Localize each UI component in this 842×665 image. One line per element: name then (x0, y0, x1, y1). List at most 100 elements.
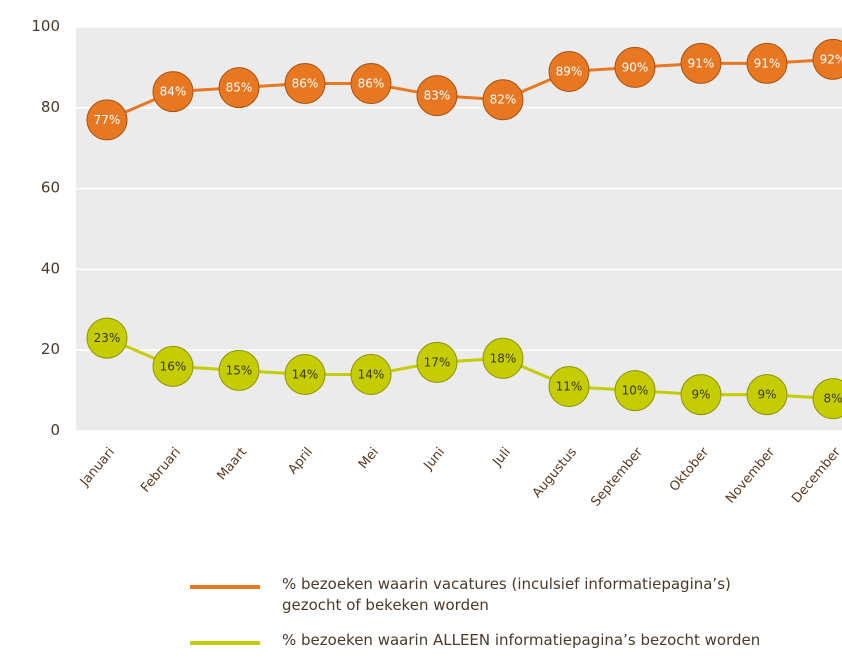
x-tick-label: Februari (138, 445, 184, 496)
y-tick-label: 100 (31, 17, 60, 35)
data-point-marker (416, 75, 458, 117)
data-label: 91% (688, 56, 715, 70)
y-tick-label: 40 (41, 259, 60, 277)
legend-swatch-green (190, 641, 260, 645)
data-point: 86% (284, 63, 326, 105)
legend-label-vacatures-line1: % bezoeken waarin vacatures (inculsief i… (282, 575, 731, 593)
data-point-marker (812, 378, 842, 420)
x-tick-label: Augustus (530, 445, 581, 501)
x-tick-label: Juli (490, 445, 515, 470)
data-point: 15% (218, 349, 260, 391)
data-label: 16% (160, 359, 187, 373)
data-point-marker (416, 341, 458, 383)
data-point: 18% (482, 337, 524, 379)
data-point-marker (152, 345, 194, 387)
data-label: 83% (424, 89, 451, 103)
data-point-marker (548, 366, 590, 408)
data-point: 14% (350, 353, 392, 395)
x-tick-label: November (723, 444, 778, 506)
data-point: 91% (680, 42, 722, 84)
y-tick-label: 80 (41, 98, 60, 116)
data-label: 86% (358, 77, 385, 91)
data-label: 15% (226, 363, 253, 377)
data-label: 14% (292, 367, 319, 381)
data-point-marker (86, 317, 128, 359)
data-point-marker (746, 374, 788, 416)
data-label: 91% (754, 56, 781, 70)
data-label: 8% (823, 392, 842, 406)
data-label: 77% (94, 113, 121, 127)
x-tick-label: April (285, 445, 316, 477)
data-point-marker (350, 353, 392, 395)
data-label: 92% (820, 52, 842, 66)
data-point: 86% (350, 63, 392, 105)
data-point: 16% (152, 345, 194, 387)
data-point: 90% (614, 46, 656, 88)
data-point: 8% (812, 378, 842, 420)
data-label: 9% (691, 388, 710, 402)
legend: % bezoeken waarin vacatures (inculsief i… (190, 574, 842, 665)
data-label: 89% (556, 64, 583, 78)
data-point-marker (482, 79, 524, 121)
data-label: 82% (490, 93, 517, 107)
data-point-marker (548, 50, 590, 92)
legend-item-informatie: % bezoeken waarin ALLEEN informatiepagin… (190, 630, 842, 651)
legend-item-vacatures: % bezoeken waarin vacatures (inculsief i… (190, 574, 842, 616)
data-label: 85% (226, 81, 253, 95)
data-point-marker (482, 337, 524, 379)
data-point: 91% (746, 42, 788, 84)
data-point-marker (680, 42, 722, 84)
data-point: 89% (548, 50, 590, 92)
data-point: 92% (812, 38, 842, 80)
plot-area (76, 27, 842, 431)
data-label: 9% (757, 388, 776, 402)
data-label: 14% (358, 367, 385, 381)
data-label: 86% (292, 77, 319, 91)
data-point: 14% (284, 353, 326, 395)
data-point-marker (680, 374, 722, 416)
x-tick-label: Maart (214, 445, 250, 483)
data-point-marker (218, 349, 260, 391)
data-point-marker (350, 63, 392, 105)
data-point: 85% (218, 67, 260, 109)
data-point-marker (86, 99, 128, 141)
data-point: 82% (482, 79, 524, 121)
data-point: 17% (416, 341, 458, 383)
data-point: 84% (152, 71, 194, 113)
data-point: 9% (680, 374, 722, 416)
x-tick-label: September (588, 444, 646, 509)
x-tick-label: Oktober (667, 444, 713, 494)
data-point: 83% (416, 75, 458, 117)
data-label: 17% (424, 355, 451, 369)
data-point: 11% (548, 366, 590, 408)
data-label: 18% (490, 351, 517, 365)
x-tick-label: Januari (77, 445, 118, 490)
data-label: 11% (556, 380, 583, 394)
data-point-marker (746, 42, 788, 84)
x-tick-label: December (789, 444, 842, 506)
x-tick-label: Juni (421, 445, 449, 474)
y-tick-label: 60 (41, 179, 60, 197)
data-point: 10% (614, 370, 656, 412)
data-point-marker (284, 63, 326, 105)
legend-label-informatie: % bezoeken waarin ALLEEN informatiepagin… (282, 631, 761, 649)
data-label: 23% (94, 331, 121, 345)
data-label: 90% (622, 60, 649, 74)
data-point-marker (614, 46, 656, 88)
data-point-marker (812, 38, 842, 80)
y-tick-label: 0 (50, 421, 60, 439)
data-point: 77% (86, 99, 128, 141)
y-tick-label: 20 (41, 340, 60, 358)
data-point-marker (218, 67, 260, 109)
legend-label-vacatures-line2: gezocht of bekeken worden (282, 596, 489, 614)
x-tick-label: Mei (356, 445, 382, 472)
data-label: 84% (160, 85, 187, 99)
data-label: 10% (622, 384, 649, 398)
data-point-marker (284, 353, 326, 395)
data-point-marker (152, 71, 194, 113)
legend-swatch-orange (190, 585, 260, 589)
data-point-marker (614, 370, 656, 412)
data-point: 23% (86, 317, 128, 359)
line-chart: 0 20 40 60 80 100 77% 84% 85% 86% 86% 83% 82% 89% 90%… (31, 17, 842, 510)
data-point: 9% (746, 374, 788, 416)
